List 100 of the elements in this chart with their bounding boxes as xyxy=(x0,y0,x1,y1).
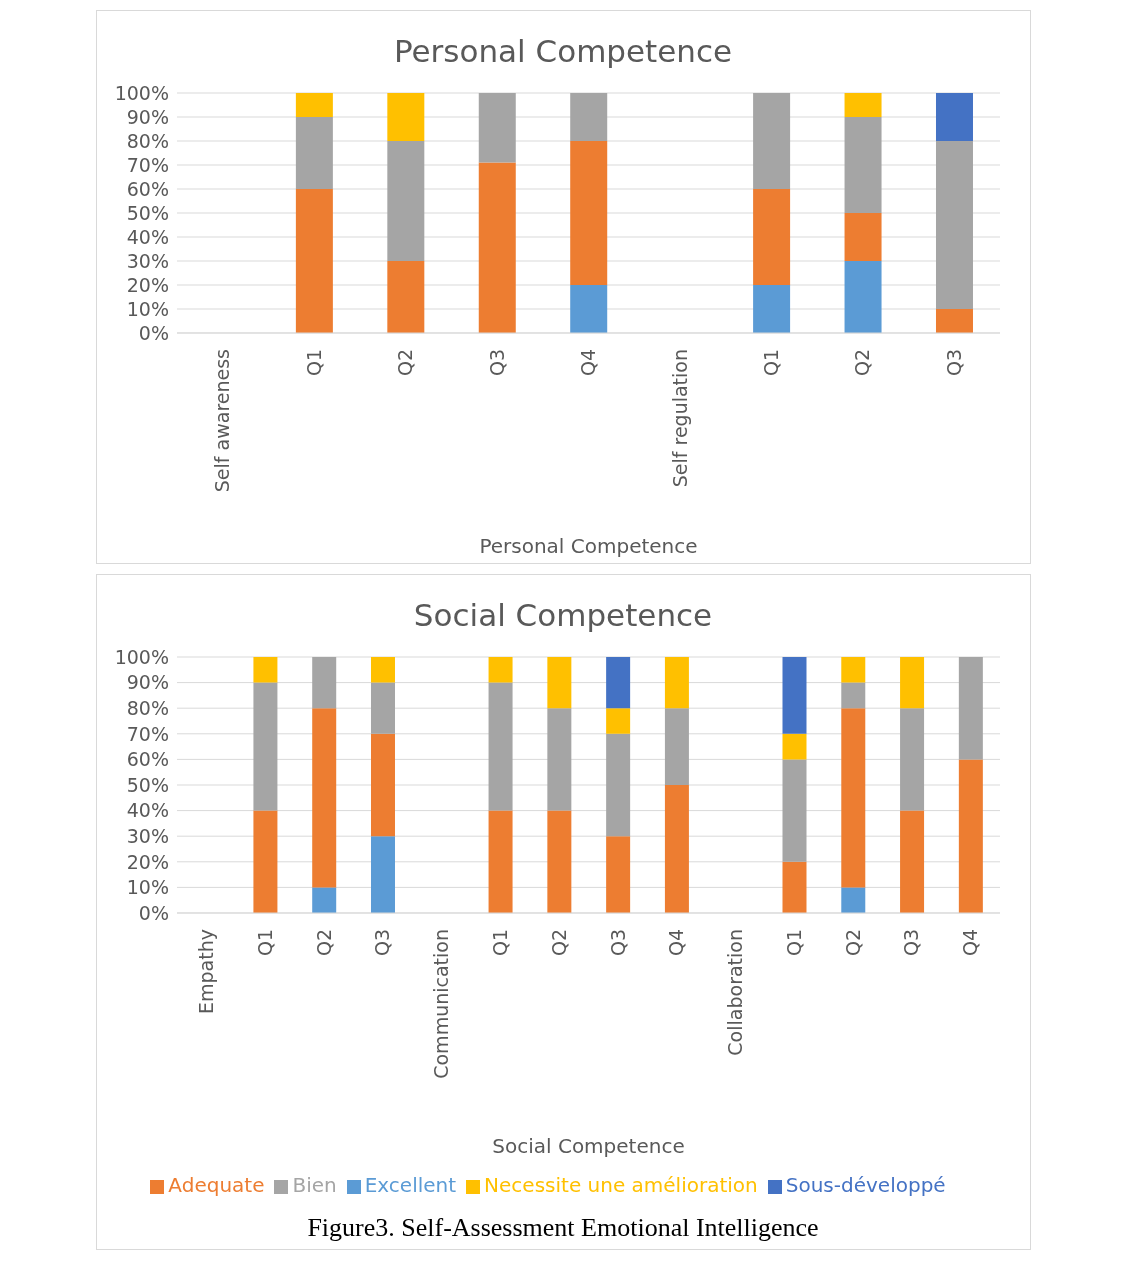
bar xyxy=(569,285,607,333)
bar xyxy=(478,162,516,333)
bar xyxy=(311,708,336,888)
y-tick-label: 80% xyxy=(126,696,169,719)
bar xyxy=(546,657,571,709)
bar xyxy=(935,141,973,309)
bar xyxy=(386,93,424,141)
y-tick-label: 60% xyxy=(126,748,169,771)
bar xyxy=(752,285,790,333)
x-tick-label: Q4 xyxy=(576,349,599,377)
y-tick-label: 100% xyxy=(114,81,169,104)
y-tick-label: 50% xyxy=(126,773,169,796)
bar xyxy=(546,708,571,811)
y-tick-label: 20% xyxy=(126,850,169,873)
x-axis-title: Social Competence xyxy=(491,1134,685,1158)
chart-title: Personal Competence xyxy=(392,32,734,71)
x-tick-label: Collaboration xyxy=(723,929,746,1056)
bar xyxy=(752,189,790,285)
caption: Figure3. Self-Assessment Emotional Intelligence xyxy=(306,1212,820,1244)
bar xyxy=(781,759,806,862)
bar xyxy=(569,141,607,285)
bar xyxy=(311,657,336,709)
bar xyxy=(664,708,689,785)
bar xyxy=(840,887,865,913)
bar xyxy=(840,708,865,888)
y-tick-label: 30% xyxy=(126,824,169,847)
bar xyxy=(781,733,806,760)
x-tick-label: Q4 xyxy=(664,929,687,957)
y-tick-label: 20% xyxy=(126,273,169,296)
bar xyxy=(605,733,630,837)
y-tick-label: 0% xyxy=(138,901,169,924)
y-tick-label: 10% xyxy=(126,297,169,320)
x-tick-label: Q1 xyxy=(759,349,782,377)
y-tick-label: 80% xyxy=(126,129,169,152)
bar xyxy=(546,810,571,913)
bar xyxy=(899,810,924,913)
bar xyxy=(295,117,333,189)
bar xyxy=(370,682,395,734)
bar xyxy=(370,733,395,837)
bar xyxy=(958,759,983,913)
bar xyxy=(605,836,630,913)
legend-label: Bien xyxy=(292,1173,337,1197)
bar xyxy=(252,657,277,683)
legend-label: Sous-développé xyxy=(785,1173,946,1197)
bar xyxy=(252,682,277,811)
y-tick-label: 90% xyxy=(126,671,169,694)
bar xyxy=(840,657,865,683)
bar xyxy=(935,93,973,141)
bar xyxy=(664,785,689,913)
legend-label: Necessite une amélioration xyxy=(484,1173,758,1197)
bar xyxy=(958,657,983,760)
y-tick-label: 40% xyxy=(126,799,169,822)
bar xyxy=(605,657,630,709)
x-tick-label: Q1 xyxy=(302,349,325,377)
x-tick-label: Q2 xyxy=(312,929,335,957)
bar xyxy=(935,309,973,333)
bar xyxy=(252,810,277,913)
bar xyxy=(605,708,630,734)
bar xyxy=(781,861,806,913)
y-tick-label: 50% xyxy=(126,201,169,224)
x-tick-label: Self awareness xyxy=(210,349,233,493)
bar xyxy=(844,117,882,213)
x-tick-label: Self regulation xyxy=(668,349,691,488)
bar xyxy=(386,261,424,333)
x-tick-label: Q3 xyxy=(606,929,629,957)
legend-label: Adequate xyxy=(168,1173,265,1197)
y-tick-label: 40% xyxy=(126,225,169,248)
x-tick-label: Q1 xyxy=(488,929,511,957)
bar xyxy=(781,657,806,734)
y-tick-label: 70% xyxy=(126,153,169,176)
y-tick-label: 60% xyxy=(126,177,169,200)
x-tick-label: Q3 xyxy=(485,349,508,377)
bar xyxy=(386,141,424,261)
bar xyxy=(844,261,882,333)
y-tick-label: 10% xyxy=(126,876,169,899)
bar xyxy=(295,189,333,333)
bar xyxy=(488,810,513,913)
bar xyxy=(478,93,516,163)
x-tick-label: Empathy xyxy=(194,929,217,1014)
bar xyxy=(488,682,513,811)
y-tick-label: 100% xyxy=(114,645,169,668)
legend-label: Excellent xyxy=(364,1173,457,1197)
bar xyxy=(311,887,336,913)
bar xyxy=(295,93,333,117)
y-tick-label: 0% xyxy=(138,321,169,344)
bar xyxy=(840,682,865,709)
chart-title: Social Competence xyxy=(412,596,714,635)
bar xyxy=(488,657,513,683)
bar xyxy=(899,657,924,709)
x-tick-label: Q2 xyxy=(841,929,864,957)
x-tick-label: Q3 xyxy=(942,349,965,377)
bar xyxy=(844,213,882,261)
bar xyxy=(664,657,689,709)
y-tick-label: 30% xyxy=(126,249,169,272)
y-tick-label: 70% xyxy=(126,722,169,745)
x-tick-label: Q4 xyxy=(958,929,981,957)
x-tick-label: Q3 xyxy=(899,929,922,957)
x-tick-label: Q2 xyxy=(547,929,570,957)
y-tick-label: 90% xyxy=(126,105,169,128)
bar xyxy=(569,93,607,141)
